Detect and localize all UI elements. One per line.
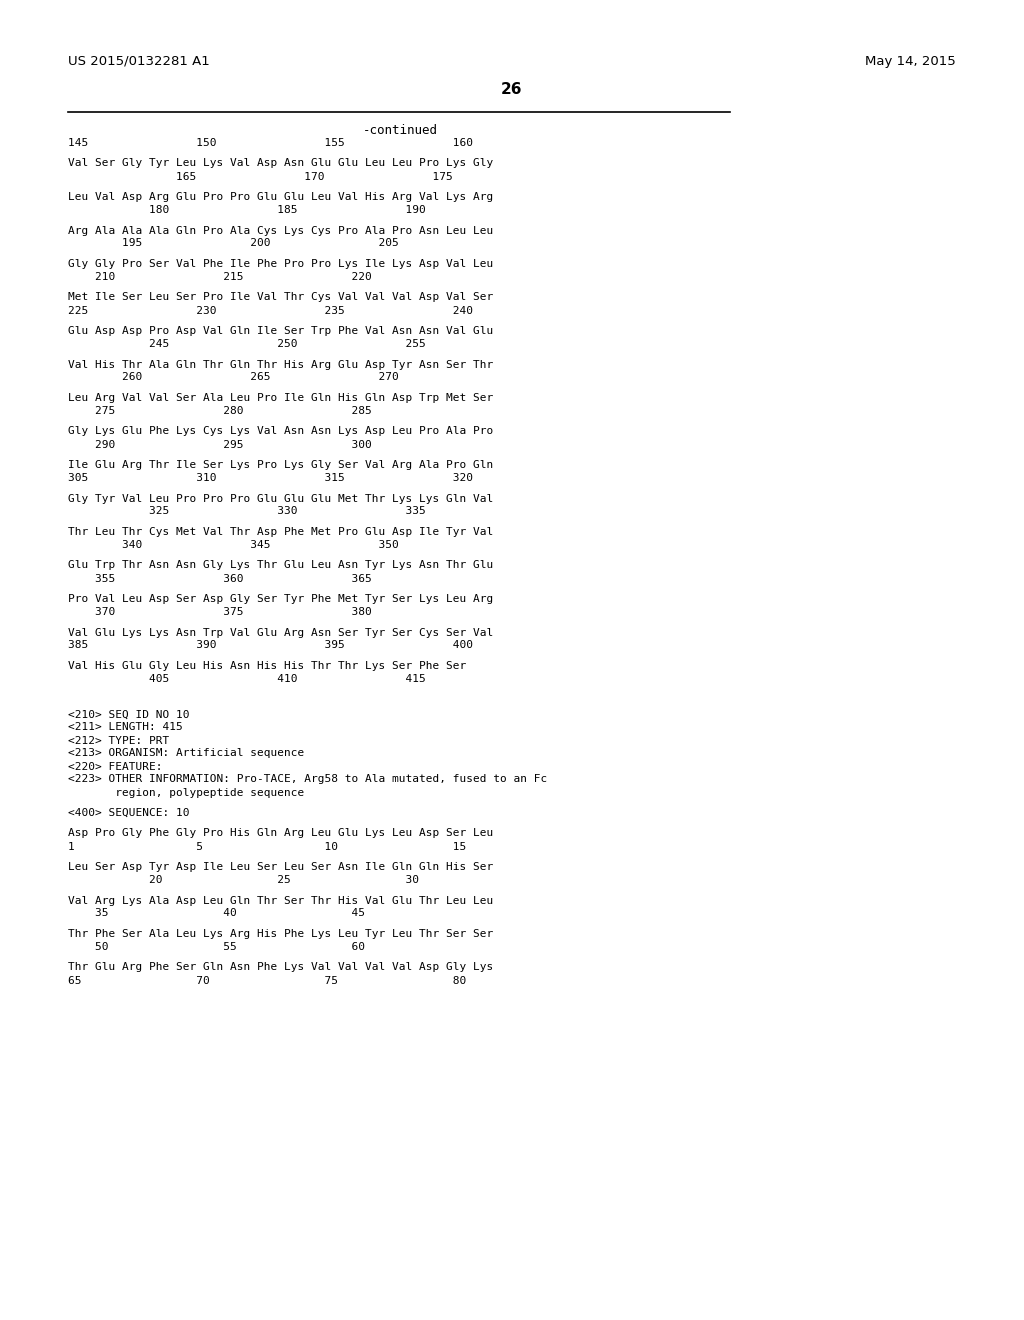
Text: 340                345                350: 340 345 350 xyxy=(68,540,398,550)
Text: Leu Ser Asp Tyr Asp Ile Leu Ser Leu Ser Asn Ile Gln Gln His Ser: Leu Ser Asp Tyr Asp Ile Leu Ser Leu Ser … xyxy=(68,862,494,873)
Text: <210> SEQ ID NO 10: <210> SEQ ID NO 10 xyxy=(68,710,189,719)
Text: -continued: -continued xyxy=(362,124,437,137)
Text: 290                295                300: 290 295 300 xyxy=(68,440,372,450)
Text: <212> TYPE: PRT: <212> TYPE: PRT xyxy=(68,735,169,746)
Text: Val His Glu Gly Leu His Asn His His Thr Thr Lys Ser Phe Ser: Val His Glu Gly Leu His Asn His His Thr … xyxy=(68,661,466,671)
Text: 145                150                155                160: 145 150 155 160 xyxy=(68,139,473,148)
Text: Gly Lys Glu Phe Lys Cys Lys Val Asn Asn Lys Asp Leu Pro Ala Pro: Gly Lys Glu Phe Lys Cys Lys Val Asn Asn … xyxy=(68,426,494,437)
Text: 1                  5                  10                 15: 1 5 10 15 xyxy=(68,842,466,851)
Text: 35                 40                 45: 35 40 45 xyxy=(68,908,365,919)
Text: 65                 70                 75                 80: 65 70 75 80 xyxy=(68,975,466,986)
Text: Gly Gly Pro Ser Val Phe Ile Phe Pro Pro Lys Ile Lys Asp Val Leu: Gly Gly Pro Ser Val Phe Ile Phe Pro Pro … xyxy=(68,259,494,269)
Text: 405                410                415: 405 410 415 xyxy=(68,675,426,684)
Text: 385                390                395                400: 385 390 395 400 xyxy=(68,640,473,651)
Text: May 14, 2015: May 14, 2015 xyxy=(865,55,956,69)
Text: 210                215                220: 210 215 220 xyxy=(68,272,372,282)
Text: 180                185                190: 180 185 190 xyxy=(68,205,426,215)
Text: region, polypeptide sequence: region, polypeptide sequence xyxy=(68,788,304,797)
Text: 165                170                175: 165 170 175 xyxy=(68,172,453,181)
Text: 325                330                335: 325 330 335 xyxy=(68,507,426,516)
Text: 370                375                380: 370 375 380 xyxy=(68,607,372,616)
Text: <223> OTHER INFORMATION: Pro-TACE, Arg58 to Ala mutated, fused to an Fc: <223> OTHER INFORMATION: Pro-TACE, Arg58… xyxy=(68,775,547,784)
Text: Gly Tyr Val Leu Pro Pro Pro Glu Glu Glu Met Thr Lys Lys Gln Val: Gly Tyr Val Leu Pro Pro Pro Glu Glu Glu … xyxy=(68,494,494,503)
Text: 355                360                365: 355 360 365 xyxy=(68,573,372,583)
Text: Thr Glu Arg Phe Ser Gln Asn Phe Lys Val Val Val Val Asp Gly Lys: Thr Glu Arg Phe Ser Gln Asn Phe Lys Val … xyxy=(68,962,494,973)
Text: 245                250                255: 245 250 255 xyxy=(68,339,426,348)
Text: 260                265                270: 260 265 270 xyxy=(68,372,398,383)
Text: Arg Ala Ala Ala Gln Pro Ala Cys Lys Cys Pro Ala Pro Asn Leu Leu: Arg Ala Ala Ala Gln Pro Ala Cys Lys Cys … xyxy=(68,226,494,235)
Text: 20                 25                 30: 20 25 30 xyxy=(68,875,419,884)
Text: <220> FEATURE:: <220> FEATURE: xyxy=(68,762,163,771)
Text: Thr Leu Thr Cys Met Val Thr Asp Phe Met Pro Glu Asp Ile Tyr Val: Thr Leu Thr Cys Met Val Thr Asp Phe Met … xyxy=(68,527,494,537)
Text: 50                 55                 60: 50 55 60 xyxy=(68,942,365,952)
Text: Val Glu Lys Lys Asn Trp Val Glu Arg Asn Ser Tyr Ser Cys Ser Val: Val Glu Lys Lys Asn Trp Val Glu Arg Asn … xyxy=(68,627,494,638)
Text: <213> ORGANISM: Artificial sequence: <213> ORGANISM: Artificial sequence xyxy=(68,748,304,759)
Text: <211> LENGTH: 415: <211> LENGTH: 415 xyxy=(68,722,182,733)
Text: <400> SEQUENCE: 10: <400> SEQUENCE: 10 xyxy=(68,808,189,818)
Text: 305                310                315                320: 305 310 315 320 xyxy=(68,473,473,483)
Text: Pro Val Leu Asp Ser Asp Gly Ser Tyr Phe Met Tyr Ser Lys Leu Arg: Pro Val Leu Asp Ser Asp Gly Ser Tyr Phe … xyxy=(68,594,494,605)
Text: Leu Arg Val Val Ser Ala Leu Pro Ile Gln His Gln Asp Trp Met Ser: Leu Arg Val Val Ser Ala Leu Pro Ile Gln … xyxy=(68,393,494,403)
Text: US 2015/0132281 A1: US 2015/0132281 A1 xyxy=(68,55,210,69)
Text: Ile Glu Arg Thr Ile Ser Lys Pro Lys Gly Ser Val Arg Ala Pro Gln: Ile Glu Arg Thr Ile Ser Lys Pro Lys Gly … xyxy=(68,459,494,470)
Text: 26: 26 xyxy=(502,82,522,96)
Text: Glu Trp Thr Asn Asn Gly Lys Thr Glu Leu Asn Tyr Lys Asn Thr Glu: Glu Trp Thr Asn Asn Gly Lys Thr Glu Leu … xyxy=(68,561,494,570)
Text: Asp Pro Gly Phe Gly Pro His Gln Arg Leu Glu Lys Leu Asp Ser Leu: Asp Pro Gly Phe Gly Pro His Gln Arg Leu … xyxy=(68,829,494,838)
Text: Val Arg Lys Ala Asp Leu Gln Thr Ser Thr His Val Glu Thr Leu Leu: Val Arg Lys Ala Asp Leu Gln Thr Ser Thr … xyxy=(68,895,494,906)
Text: 195                200                205: 195 200 205 xyxy=(68,239,398,248)
Text: Val Ser Gly Tyr Leu Lys Val Asp Asn Glu Glu Leu Leu Pro Lys Gly: Val Ser Gly Tyr Leu Lys Val Asp Asn Glu … xyxy=(68,158,494,169)
Text: 275                280                285: 275 280 285 xyxy=(68,407,372,416)
Text: Val His Thr Ala Gln Thr Gln Thr His Arg Glu Asp Tyr Asn Ser Thr: Val His Thr Ala Gln Thr Gln Thr His Arg … xyxy=(68,359,494,370)
Text: Thr Phe Ser Ala Leu Lys Arg His Phe Lys Leu Tyr Leu Thr Ser Ser: Thr Phe Ser Ala Leu Lys Arg His Phe Lys … xyxy=(68,929,494,939)
Text: Glu Asp Asp Pro Asp Val Gln Ile Ser Trp Phe Val Asn Asn Val Glu: Glu Asp Asp Pro Asp Val Gln Ile Ser Trp … xyxy=(68,326,494,337)
Text: 225                230                235                240: 225 230 235 240 xyxy=(68,305,473,315)
Text: Leu Val Asp Arg Glu Pro Pro Glu Glu Leu Val His Arg Val Lys Arg: Leu Val Asp Arg Glu Pro Pro Glu Glu Leu … xyxy=(68,191,494,202)
Text: Met Ile Ser Leu Ser Pro Ile Val Thr Cys Val Val Val Asp Val Ser: Met Ile Ser Leu Ser Pro Ile Val Thr Cys … xyxy=(68,293,494,302)
